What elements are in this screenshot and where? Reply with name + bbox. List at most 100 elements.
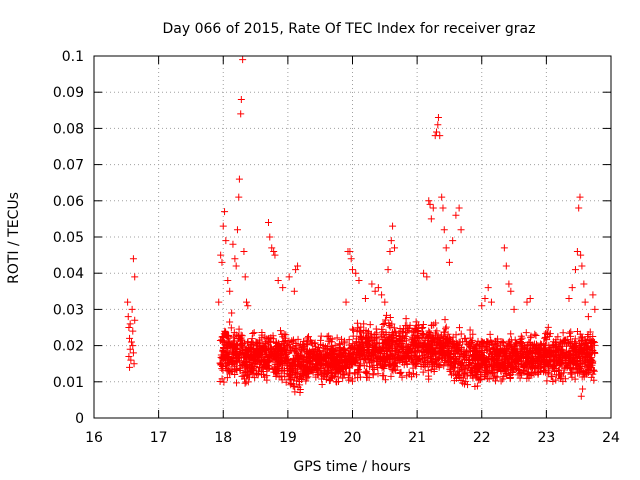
data-point xyxy=(439,204,447,212)
data-point xyxy=(453,346,461,354)
data-point xyxy=(219,338,227,346)
data-point xyxy=(487,356,495,364)
data-point xyxy=(555,366,563,374)
data-point xyxy=(572,360,580,368)
data-point xyxy=(513,339,521,347)
y-tick-label: 0.03 xyxy=(53,302,84,318)
data-point xyxy=(501,366,509,374)
data-point xyxy=(588,338,596,346)
data-point xyxy=(441,328,449,336)
data-point xyxy=(373,356,381,364)
data-point xyxy=(580,280,588,288)
data-point xyxy=(270,356,278,364)
data-point xyxy=(400,361,408,369)
data-point xyxy=(544,361,552,369)
data-point xyxy=(378,291,386,299)
data-point xyxy=(578,373,586,381)
data-point xyxy=(228,309,236,317)
data-point xyxy=(264,356,272,364)
data-point xyxy=(356,328,364,336)
data-point xyxy=(233,379,241,387)
data-point xyxy=(252,369,260,377)
data-point xyxy=(418,334,426,342)
data-point xyxy=(406,321,414,329)
data-point xyxy=(325,332,333,340)
data-point xyxy=(279,284,287,292)
data-point xyxy=(363,339,371,347)
data-point xyxy=(537,351,545,359)
data-point xyxy=(241,379,249,387)
data-point xyxy=(391,244,399,252)
data-point xyxy=(362,368,370,376)
data-point xyxy=(428,345,436,353)
data-point xyxy=(578,340,586,348)
y-tick-label: 0.09 xyxy=(53,85,84,101)
data-point xyxy=(494,358,502,366)
data-point xyxy=(355,341,363,349)
data-point xyxy=(305,357,313,365)
data-point xyxy=(292,266,300,274)
data-point xyxy=(129,255,137,263)
data-point xyxy=(249,329,257,337)
data-point xyxy=(232,262,240,270)
data-point xyxy=(259,368,267,376)
data-point xyxy=(317,332,325,340)
data-point xyxy=(253,357,261,365)
data-point xyxy=(466,358,474,366)
data-point xyxy=(229,240,237,248)
data-point xyxy=(414,355,422,363)
data-point xyxy=(231,255,239,263)
data-point xyxy=(273,345,281,353)
data-point xyxy=(424,343,432,351)
data-point xyxy=(396,369,404,377)
data-point xyxy=(401,351,409,359)
data-point xyxy=(437,361,445,369)
y-tick-label: 0.06 xyxy=(53,194,84,210)
x-tick-label: 24 xyxy=(602,430,620,446)
data-point xyxy=(310,340,318,348)
data-point xyxy=(278,330,286,338)
data-point xyxy=(553,353,561,361)
data-point xyxy=(340,368,348,376)
data-point xyxy=(447,338,455,346)
data-point xyxy=(303,334,311,342)
data-point xyxy=(438,347,446,355)
data-point xyxy=(550,362,558,370)
data-point xyxy=(576,193,584,201)
data-point xyxy=(262,346,270,354)
data-point xyxy=(559,329,567,337)
data-point xyxy=(369,370,377,378)
data-point xyxy=(389,352,397,360)
data-point xyxy=(432,319,440,327)
data-point xyxy=(217,351,225,359)
data-point xyxy=(457,226,465,234)
data-point xyxy=(502,262,510,270)
data-point xyxy=(293,377,301,385)
data-point xyxy=(291,345,299,353)
data-point xyxy=(452,358,460,366)
data-point xyxy=(571,351,579,359)
data-point xyxy=(363,373,371,381)
data-point xyxy=(509,368,517,376)
data-point xyxy=(452,331,460,339)
data-point xyxy=(224,276,232,284)
data-point xyxy=(129,342,137,350)
data-point xyxy=(545,368,553,376)
data-point xyxy=(485,375,493,383)
data-point xyxy=(582,354,590,362)
data-point xyxy=(127,356,135,364)
data-point xyxy=(568,369,576,377)
data-point xyxy=(516,369,524,377)
data-point xyxy=(470,351,478,359)
data-point xyxy=(258,328,266,336)
data-point xyxy=(442,325,450,333)
data-point xyxy=(312,352,320,360)
data-point xyxy=(442,323,450,331)
data-point xyxy=(383,311,391,319)
x-tick-label: 20 xyxy=(344,430,362,446)
data-point xyxy=(239,56,247,64)
data-point xyxy=(272,370,280,378)
data-point xyxy=(579,385,587,393)
data-point xyxy=(523,353,531,361)
data-point xyxy=(227,356,235,364)
